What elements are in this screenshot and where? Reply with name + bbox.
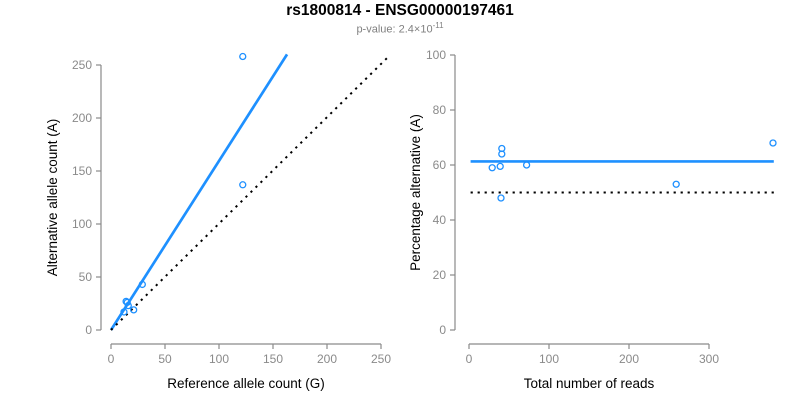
data-point [672, 180, 680, 188]
y-tick-label: 100 [426, 48, 446, 62]
pvalue-exponent: -11 [432, 21, 444, 30]
data-point [522, 161, 531, 169]
x-tick-label: 0 [466, 352, 473, 366]
identity-line [110, 55, 390, 331]
data-point [123, 298, 131, 307]
data-point [138, 280, 146, 289]
x-tick-label: 300 [699, 352, 719, 366]
data-point [239, 52, 247, 61]
data-point [130, 306, 138, 314]
data-point [120, 308, 128, 316]
y-tick-label: 80 [433, 103, 447, 117]
data-point [497, 194, 505, 202]
x-tick-label: 150 [263, 352, 283, 366]
data-point [488, 164, 496, 172]
y-tick-label: 0 [85, 323, 92, 337]
fit-line [109, 53, 289, 331]
x-tick-label: 250 [371, 352, 391, 366]
y-tick-label: 20 [433, 268, 447, 282]
y-tick-label: 150 [72, 164, 92, 178]
data-point [498, 150, 506, 158]
x-tick-label: 100 [209, 352, 229, 366]
x-tick-label: 200 [317, 352, 337, 366]
x-axis-label: Reference allele count (G) [167, 376, 325, 391]
x-axis-label: Total number of reads [524, 376, 655, 391]
x-tick-label: 200 [619, 352, 639, 366]
data-point [496, 162, 504, 171]
data-point [124, 301, 132, 310]
y-tick-label: 50 [79, 270, 93, 284]
x-tick-label: 50 [158, 352, 172, 366]
y-tick-label: 250 [72, 58, 92, 72]
pvalue-subtitle: p-value: 2.4×10-11 [0, 21, 800, 36]
page-title: rs1800814 - ENSG00000197461 [286, 2, 514, 19]
y-tick-label: 200 [72, 111, 92, 125]
data-point [769, 139, 777, 147]
data-point [239, 181, 247, 189]
y-tick-label: 40 [433, 213, 447, 227]
x-tick-label: 100 [539, 352, 559, 366]
y-axis-label: Alternative allele count (A) [45, 119, 60, 277]
y-tick-label: 100 [72, 217, 92, 231]
x-tick-label: 0 [108, 352, 115, 366]
pvalue-text: p-value: 2.4×10 [356, 23, 433, 36]
y-axis-label: Percentage alternative (A) [408, 114, 423, 271]
y-tick-label: 0 [439, 323, 446, 337]
y-tick-label: 60 [433, 158, 447, 172]
